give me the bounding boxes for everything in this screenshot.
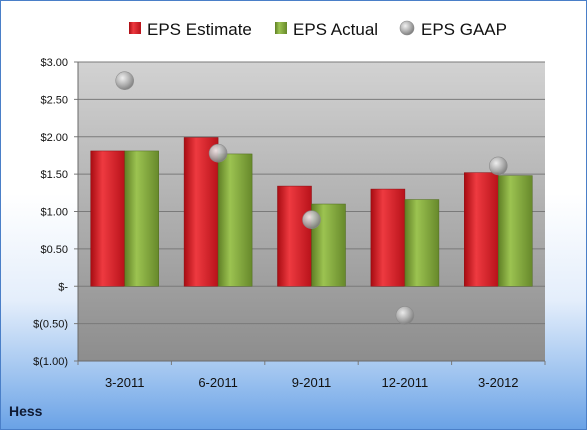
x-tick-label: 3-2011 <box>105 375 145 390</box>
bar-eps-estimate <box>277 185 312 287</box>
y-tick-label: $0.50 <box>40 244 68 256</box>
point-eps-gaap <box>208 143 228 163</box>
y-tick-label: $(1.00) <box>33 356 68 368</box>
bar-eps-actual <box>124 150 159 287</box>
bar-eps-estimate <box>370 188 406 287</box>
y-tick-label: $3.00 <box>40 57 68 69</box>
legend-label-eps-gaap: EPS GAAP <box>421 20 507 39</box>
y-tick-label: $2.00 <box>40 132 68 144</box>
bar-eps-estimate <box>90 150 125 287</box>
y-tick-label: $2.50 <box>40 94 68 106</box>
legend: EPS Estimate EPS Actual EPS GAAP <box>129 20 507 39</box>
legend-swatch-eps-estimate <box>129 22 141 34</box>
bars <box>90 137 533 287</box>
bar-eps-estimate <box>464 172 499 287</box>
y-tick-label: $1.50 <box>40 169 68 181</box>
legend-label-eps-estimate: EPS Estimate <box>147 20 252 39</box>
legend-marker-eps-gaap <box>399 20 415 36</box>
x-tick-label: 6-2011 <box>198 375 238 390</box>
point-eps-gaap <box>302 210 321 230</box>
bar-eps-actual <box>404 199 440 287</box>
y-axis: $3.00 $2.50 $2.00 $1.50 $1.00 $0.50 $- $(0.50) $… <box>33 57 79 368</box>
y-tick-label: $- <box>58 281 68 293</box>
x-tick-label: 12-2011 <box>382 375 429 390</box>
point-eps-gaap <box>115 71 134 90</box>
point-eps-gaap <box>395 306 415 325</box>
company-label: Hess <box>9 403 43 419</box>
legend-swatch-eps-actual <box>275 22 287 34</box>
gaap-points <box>115 71 508 325</box>
bar-eps-actual <box>498 175 533 287</box>
y-tick-label: $(0.50) <box>33 319 68 331</box>
legend-label-eps-actual: EPS Actual <box>293 20 378 39</box>
x-tick-label: 9-2011 <box>292 375 332 390</box>
x-axis: 3-2011 6-2011 9-2011 12-2011 3-2012 <box>77 360 546 390</box>
y-tick-label: $1.00 <box>40 207 68 219</box>
point-eps-gaap <box>488 156 508 176</box>
x-tick-label: 3-2012 <box>478 375 518 390</box>
bar-eps-estimate <box>183 137 219 287</box>
bar-eps-actual <box>217 153 253 287</box>
